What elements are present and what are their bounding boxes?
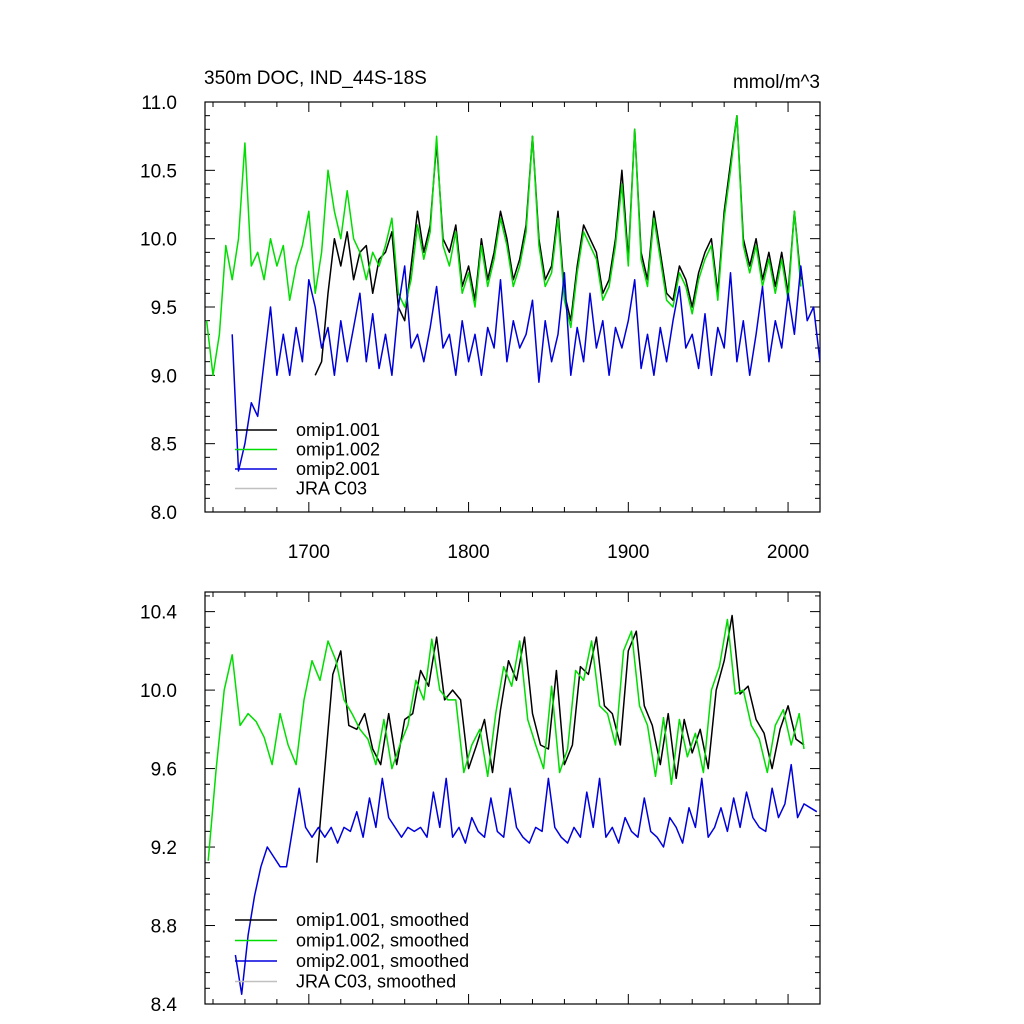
- x-tick-label: 2000: [767, 542, 809, 563]
- y-tick-label: 9.2: [151, 838, 177, 859]
- y-tick-label: 9.0: [151, 366, 177, 387]
- series-line-1: [205, 114, 802, 377]
- legend-label: omip1.002, smoothed: [296, 931, 469, 951]
- series-line-1: [207, 618, 805, 861]
- y-tick-label: 10.0: [140, 230, 177, 251]
- y-tick-label: 10.0: [140, 681, 177, 702]
- y-tick-label: 10.5: [140, 161, 177, 182]
- series-line-0: [316, 614, 805, 863]
- y-tick-label: 8.5: [151, 435, 177, 456]
- units-label: mmol/m^3: [733, 72, 820, 93]
- legend-label: JRA C03, smoothed: [296, 972, 456, 992]
- y-tick-label: 9.6: [151, 760, 177, 781]
- y-tick-label: 8.8: [151, 917, 177, 938]
- x-tick-label: 1900: [607, 542, 649, 563]
- chart-title: 350m DOC, IND_44S-18S: [204, 68, 427, 89]
- series-line-2: [231, 265, 820, 472]
- y-tick-label: 11.0: [141, 93, 177, 114]
- series-line-2: [234, 763, 818, 995]
- legend-label: JRA C03: [296, 479, 367, 499]
- legend-label: omip2.001, smoothed: [296, 951, 469, 971]
- legend-label: omip1.001, smoothed: [296, 910, 469, 930]
- y-tick-label: 8.0: [151, 503, 177, 524]
- y-tick-label: 8.4: [151, 995, 178, 1016]
- y-tick-label: 9.5: [151, 298, 177, 319]
- legend-label: omip1.002: [296, 440, 380, 460]
- y-tick-label: 10.4: [140, 603, 177, 624]
- x-tick-label: 1700: [288, 542, 330, 563]
- x-tick-label: 1800: [447, 542, 489, 563]
- plot-frame: [204, 591, 821, 1005]
- top-panel: 1700 1800 1900 2000 8.0 8.5 9.0 9.5 10.0 10.5 11.0…: [140, 93, 821, 563]
- legend-label: omip1.001: [296, 420, 380, 440]
- legend-label: omip2.001: [296, 459, 380, 479]
